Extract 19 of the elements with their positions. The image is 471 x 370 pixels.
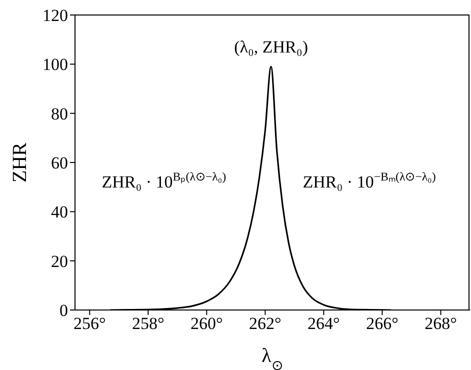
y-tick-label: 100 (42, 55, 68, 74)
x-tick-label: 264° (308, 314, 340, 334)
x-tick-label: 258° (132, 314, 164, 334)
x-tick-label: 260° (190, 314, 223, 334)
x-tick-label: 266° (366, 314, 398, 334)
x-tick-label: 268° (424, 314, 457, 334)
x-tick-label: 256° (73, 314, 106, 334)
annotation: (λ₀, ZHR₀) (234, 38, 308, 57)
annotation: ZHR₀ · 10$^{−Bₘ(λ⊙−λ₀)}$ (302, 170, 436, 192)
x-axis-title: λ$_{⊙}$ (262, 345, 284, 370)
annotation: ZHR₀ · 10$^{Bₚ(λ⊙−λ₀)}$ (102, 170, 226, 192)
x-tick-label: 262° (249, 314, 282, 334)
y-axis-title: ZHR (9, 142, 31, 182)
y-tick-label: 120 (42, 6, 68, 26)
y-tick-label: 40 (51, 202, 68, 222)
y-tick-label: 0 (60, 301, 68, 320)
y-tick-label: 80 (51, 104, 68, 124)
y-tick-label: 20 (51, 252, 68, 271)
y-tick-label: 60 (51, 154, 68, 173)
